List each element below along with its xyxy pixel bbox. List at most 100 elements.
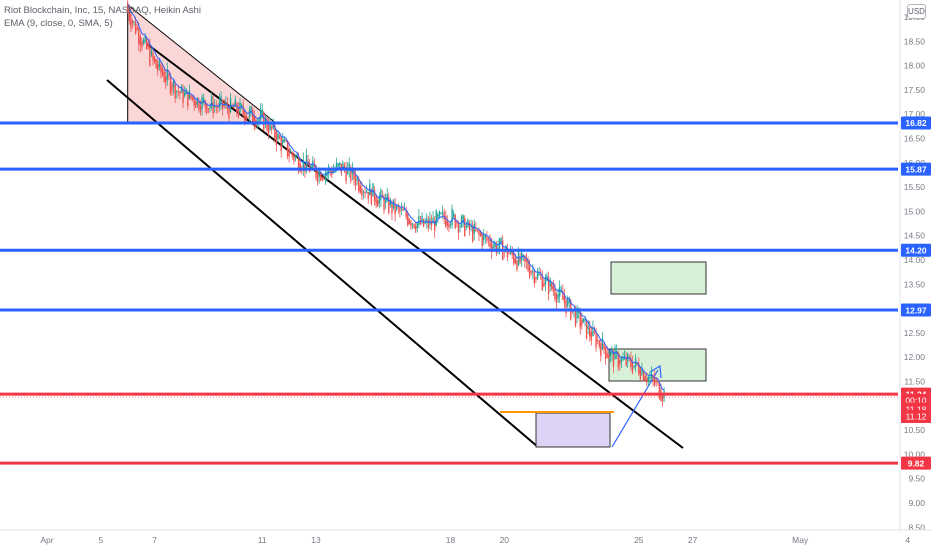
candle-body bbox=[193, 97, 195, 106]
candle-body bbox=[362, 191, 365, 193]
candle-body bbox=[457, 222, 460, 233]
candle-body bbox=[494, 242, 496, 248]
candle-body bbox=[307, 161, 309, 166]
candle-body bbox=[164, 76, 167, 83]
price-tick-label: 11.50 bbox=[904, 376, 925, 386]
candle-body bbox=[426, 218, 428, 223]
candle-body bbox=[511, 251, 513, 256]
candle-body bbox=[245, 115, 248, 119]
candle-body bbox=[418, 215, 420, 226]
symbol-title[interactable]: Riot Blockchain, Inc, 15, NASDAQ, Heikin… bbox=[4, 5, 201, 16]
candle-body bbox=[611, 350, 613, 355]
price-tick-label: 10.00 bbox=[904, 449, 926, 459]
candle-body bbox=[554, 288, 556, 300]
candle-body bbox=[642, 371, 645, 381]
candle-body bbox=[259, 110, 262, 121]
candle-body bbox=[348, 163, 350, 171]
candle-body bbox=[212, 101, 214, 114]
candle-body bbox=[367, 192, 369, 199]
candle-body bbox=[199, 105, 202, 113]
candle-body bbox=[337, 163, 339, 167]
level-price-tag[interactable] bbox=[901, 162, 931, 176]
candle-body bbox=[163, 71, 165, 82]
candle-body bbox=[443, 212, 445, 220]
candle-body bbox=[445, 215, 447, 227]
candle-body bbox=[653, 377, 656, 385]
candle-body bbox=[639, 368, 642, 380]
candle-body bbox=[657, 381, 659, 383]
candle-body bbox=[187, 91, 189, 107]
candle-body bbox=[451, 208, 453, 226]
candle-body bbox=[233, 104, 235, 109]
candle-body bbox=[408, 219, 411, 224]
candle-body bbox=[407, 213, 409, 226]
candle-body bbox=[647, 376, 649, 381]
candle-body bbox=[335, 162, 338, 171]
candle-body bbox=[198, 101, 200, 110]
level-price-tag[interactable] bbox=[901, 303, 931, 317]
level-price-tag[interactable] bbox=[901, 456, 931, 470]
candle-body bbox=[397, 207, 399, 209]
candle-body bbox=[399, 207, 401, 212]
candle-body bbox=[490, 243, 493, 253]
candle-body bbox=[236, 102, 238, 113]
currency-label[interactable]: USD bbox=[907, 4, 926, 19]
time-tick-label: 5 bbox=[98, 535, 103, 545]
candle-body bbox=[521, 252, 523, 261]
candle-body bbox=[155, 59, 157, 69]
candle-body bbox=[267, 124, 270, 135]
ema-line bbox=[127, 4, 665, 391]
ema-indicator-label[interactable]: EMA (9, close, 0, SMA, 5) bbox=[4, 18, 113, 29]
candle-body bbox=[294, 156, 297, 158]
price-axis[interactable]: 8.509.009.5010.0010.5011.0011.5012.0012.… bbox=[899, 0, 932, 550]
candle-body bbox=[454, 214, 456, 228]
price-tick-label: 12.50 bbox=[904, 328, 926, 338]
candle-body bbox=[557, 294, 559, 299]
time-axis[interactable]: Apr57111318202527May491116 bbox=[0, 529, 932, 545]
candle-body bbox=[484, 235, 487, 238]
level-lines[interactable] bbox=[0, 121, 898, 465]
candle-body bbox=[272, 122, 274, 128]
candle-body bbox=[574, 310, 577, 326]
candle-body bbox=[215, 106, 218, 108]
candle-body bbox=[277, 133, 279, 139]
candle-body bbox=[286, 140, 289, 157]
candle-body bbox=[350, 167, 352, 181]
candle-body bbox=[283, 139, 286, 142]
candle-body bbox=[302, 159, 305, 170]
candle-body bbox=[506, 248, 509, 258]
candle-body bbox=[191, 96, 194, 100]
candle-body bbox=[577, 311, 580, 313]
candle-body bbox=[595, 332, 597, 348]
candle-body bbox=[411, 223, 414, 225]
candle-body bbox=[500, 238, 502, 244]
time-tick-label: 4 bbox=[905, 535, 910, 545]
candle-body bbox=[345, 167, 347, 182]
candle-body bbox=[565, 299, 567, 314]
candle-body bbox=[361, 188, 363, 196]
candle-body bbox=[433, 220, 436, 231]
level-price-tag[interactable] bbox=[901, 243, 931, 257]
level-price-tag[interactable] bbox=[901, 116, 931, 130]
candle-body bbox=[478, 229, 480, 235]
candle-body bbox=[505, 245, 507, 251]
candle-body bbox=[358, 179, 360, 191]
candle-body bbox=[527, 260, 529, 271]
candle-body bbox=[288, 148, 290, 157]
candle-body bbox=[514, 258, 517, 264]
candle-body bbox=[558, 286, 561, 297]
candle-body bbox=[318, 171, 320, 177]
candle-body bbox=[513, 253, 515, 263]
candle-body bbox=[182, 89, 184, 103]
candle-body bbox=[486, 236, 488, 241]
candle-body bbox=[661, 395, 664, 402]
candle-body bbox=[356, 178, 358, 181]
candle-body bbox=[201, 96, 203, 109]
candle-body bbox=[460, 216, 463, 227]
level-price-label: 16.82 bbox=[905, 118, 927, 128]
candle-body bbox=[149, 45, 151, 66]
price-tick-label: 8.50 bbox=[908, 522, 925, 532]
candle-body bbox=[364, 191, 366, 194]
candle-body bbox=[359, 185, 362, 193]
